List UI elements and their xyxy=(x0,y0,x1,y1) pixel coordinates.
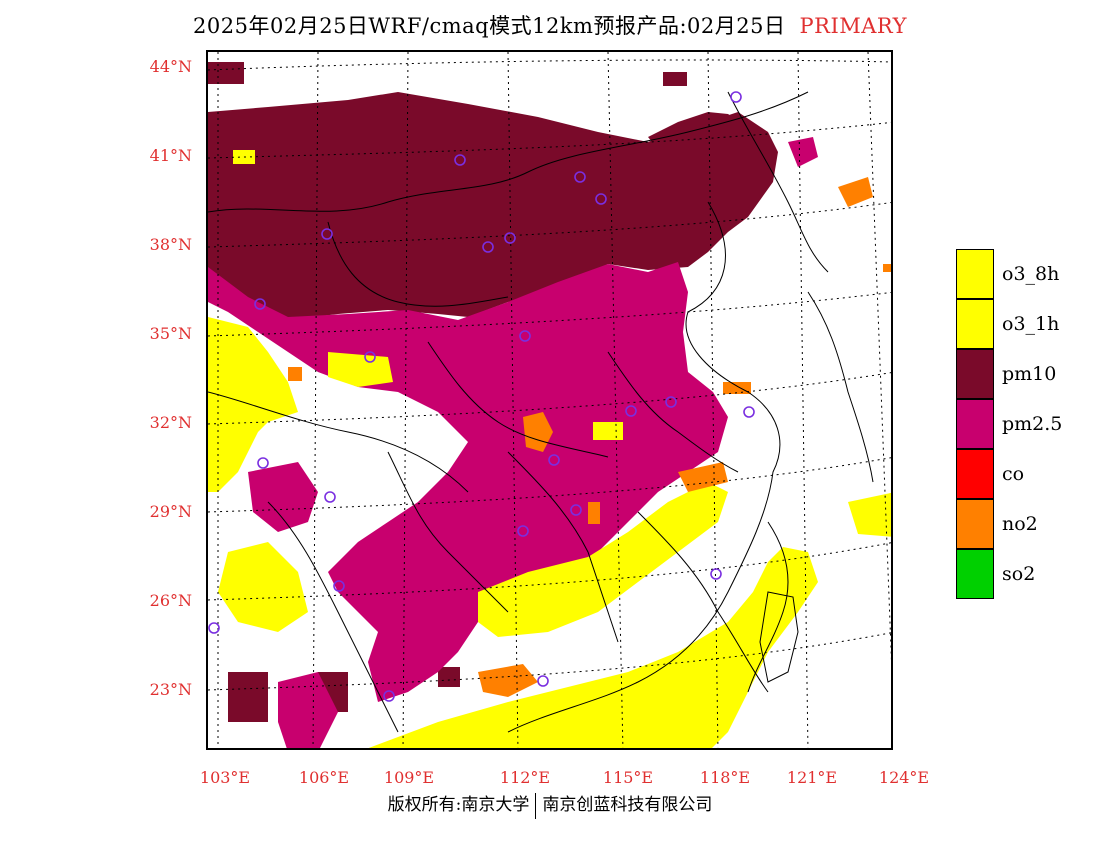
map-canvas xyxy=(208,52,891,748)
o3-southeast xyxy=(478,482,728,637)
o3-east-sea xyxy=(848,492,891,537)
lat-label-35: 35°N xyxy=(149,324,192,343)
graticule xyxy=(208,52,891,748)
lon-label-103: 103°E xyxy=(199,768,251,787)
lon-label-106: 106°E xyxy=(298,768,350,787)
lon-label-124: 124°E xyxy=(878,768,930,787)
legend-label: pm2.5 xyxy=(1002,413,1063,435)
lat-label-23: 23°N xyxy=(149,680,192,699)
copyright-company: 南京创蓝科技有限公司 xyxy=(542,795,713,815)
legend-swatch xyxy=(956,299,994,349)
legend-swatch xyxy=(956,549,994,599)
map-title: 2025年02月25日WRF/cmaq模式12km预报产品:02月25日 PRIM… xyxy=(0,10,1100,40)
o3-southwest xyxy=(218,542,308,632)
legend-label: o3_8h xyxy=(1002,263,1060,285)
lon-label-121: 121°E xyxy=(786,768,838,787)
pm10-patch-top xyxy=(663,72,687,86)
lat-label-38: 38°N xyxy=(149,235,192,254)
pm10-region xyxy=(208,92,778,320)
title-text: 2025年02月25日WRF/cmaq模式12km预报产品:02月25日 xyxy=(193,14,786,38)
city-markers xyxy=(208,91,755,702)
legend-swatch xyxy=(956,399,994,449)
pm25-southwest xyxy=(278,672,338,748)
lon-label-118: 118°E xyxy=(699,768,751,787)
legend-label: so2 xyxy=(1002,563,1036,585)
lon-label-115: 115°E xyxy=(602,768,654,787)
lat-label-32: 32°N xyxy=(149,413,192,432)
copyright-footer: 版权所有:南京大学 南京创蓝科技有限公司 xyxy=(0,790,1100,819)
lon-label-109: 109°E xyxy=(383,768,435,787)
pm25-west xyxy=(248,462,318,532)
no2-east xyxy=(678,462,728,492)
legend-label: co xyxy=(1002,463,1025,485)
pm10-patch-ne xyxy=(648,112,748,162)
o3-south-coast xyxy=(368,547,818,748)
lat-label-41: 41°N xyxy=(149,146,192,165)
boundary-lines xyxy=(208,91,874,733)
footer-separator xyxy=(535,792,537,819)
lat-label-29: 29°N xyxy=(149,502,192,521)
legend-swatch xyxy=(956,249,994,299)
lat-label-26: 26°N xyxy=(149,591,192,610)
coastline xyxy=(507,201,781,733)
lat-label-44: 44°N xyxy=(149,57,192,76)
legend-label: pm10 xyxy=(1002,363,1057,385)
taiwan-island xyxy=(759,591,799,683)
pm10-patch-nw xyxy=(208,62,244,84)
legend-label: o3_1h xyxy=(1002,313,1060,335)
o3-west xyxy=(208,317,298,492)
legend-swatch xyxy=(956,449,994,499)
lon-label-112: 112°E xyxy=(499,768,551,787)
pm25-ne-patch xyxy=(788,137,818,167)
legend-swatch xyxy=(956,499,994,549)
legend-swatch xyxy=(956,349,994,399)
o3-west-mid xyxy=(328,352,393,387)
no2-ne xyxy=(838,177,873,207)
copyright-owner: 版权所有:南京大学 xyxy=(387,795,530,815)
no2-south xyxy=(478,664,538,697)
title-primary-tag: PRIMARY xyxy=(799,14,907,38)
pollutant-map xyxy=(206,50,893,750)
legend-label: no2 xyxy=(1002,513,1038,535)
